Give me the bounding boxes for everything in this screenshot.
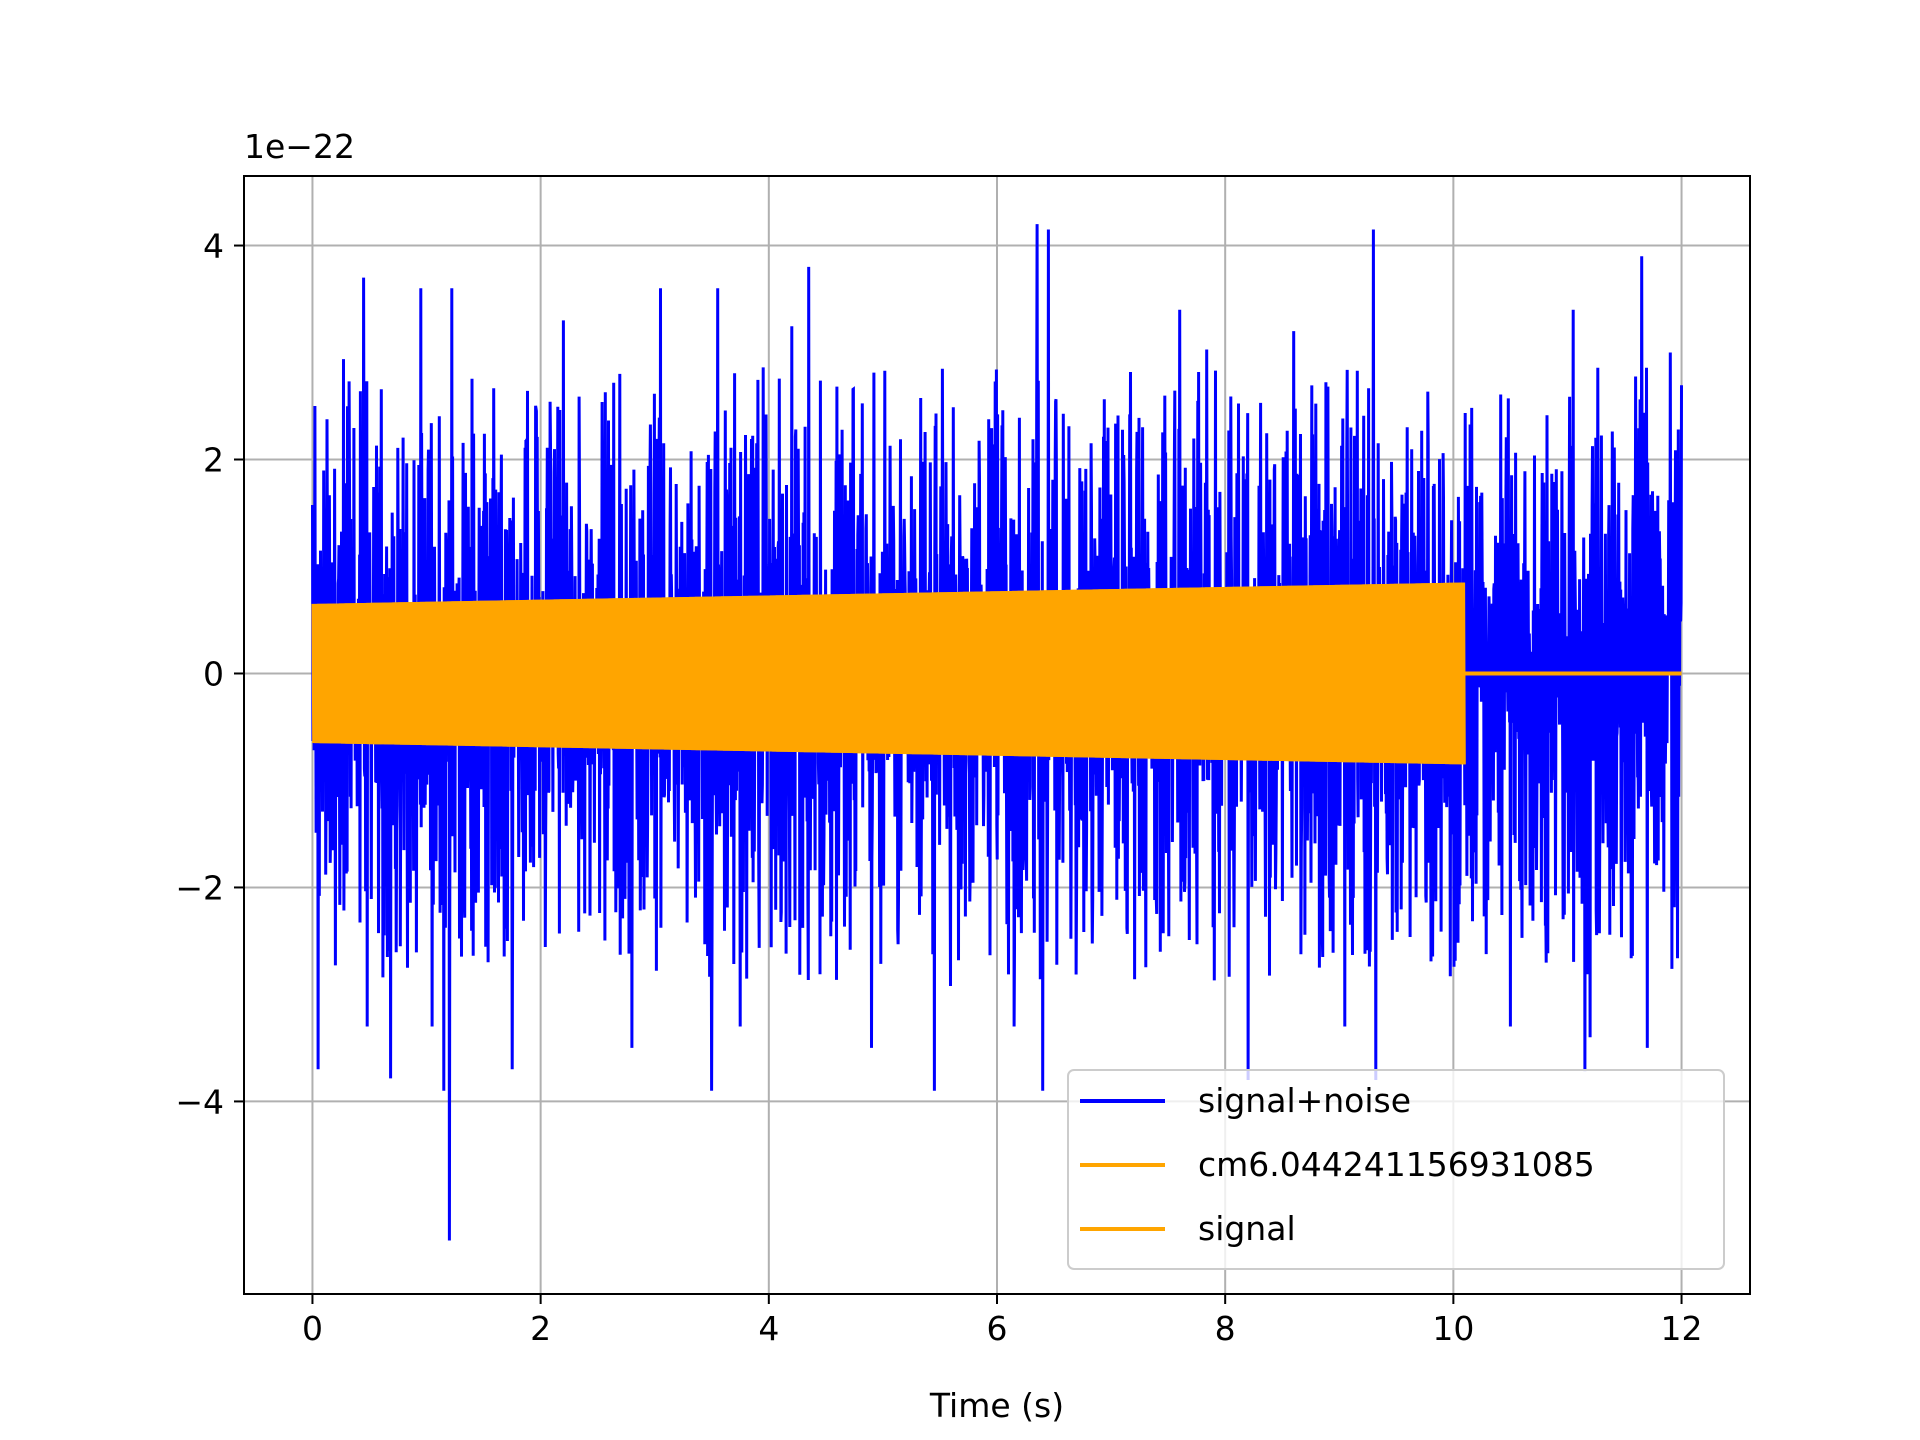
x-tick-label: 4 — [758, 1309, 779, 1348]
y-tick-label: 2 — [203, 441, 224, 480]
y-offset-label: 1e−22 — [244, 127, 355, 166]
x-tick-label: 0 — [302, 1309, 323, 1348]
axis-ticks: 0 2 4 6 8 10 12 −4 −2 0 2 4 — [175, 227, 1702, 1348]
data-layer — [311, 224, 1683, 1241]
legend: signal+noise cm6.044241156931085 signal — [1067, 1069, 1725, 1270]
x-tick-label: 6 — [987, 1309, 1008, 1348]
legend-box — [1067, 1069, 1725, 1270]
x-tick-label: 8 — [1215, 1309, 1236, 1348]
x-tick-label: 10 — [1432, 1309, 1474, 1348]
y-tick-label: −2 — [175, 868, 224, 907]
x-tick-label: 2 — [530, 1309, 551, 1348]
legend-label-cm: cm6.044241156931085 — [1198, 1145, 1595, 1184]
cm-series-line — [311, 582, 1466, 765]
y-tick-label: −4 — [175, 1082, 224, 1121]
legend-label-signal: signal — [1198, 1209, 1296, 1248]
x-tick-label: 12 — [1661, 1309, 1703, 1348]
y-tick-label: 0 — [203, 654, 224, 693]
x-axis-label: Time (s) — [929, 1386, 1064, 1425]
y-tick-label: 4 — [203, 227, 224, 266]
legend-label-signal-noise: signal+noise — [1198, 1081, 1411, 1120]
